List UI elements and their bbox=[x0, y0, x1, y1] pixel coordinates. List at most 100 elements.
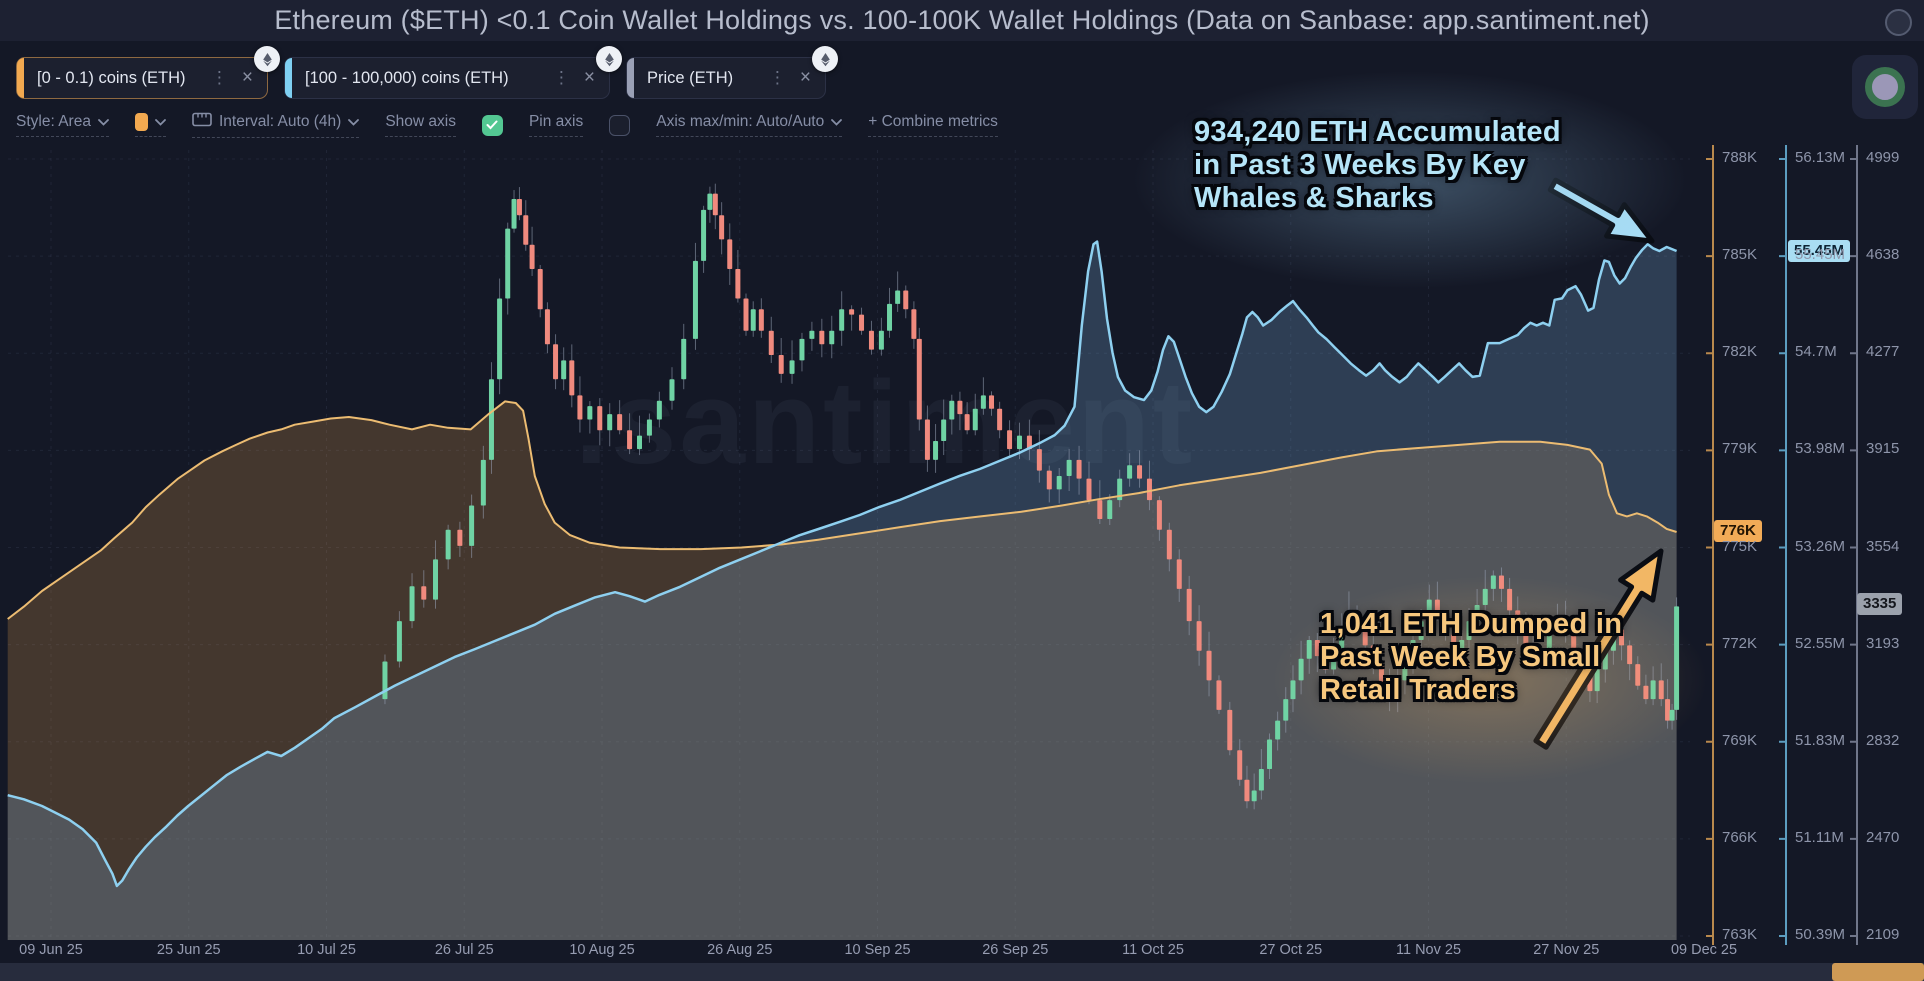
show-axis-toggle[interactable]: Show axis bbox=[385, 113, 456, 137]
axis-tick-label: 763K bbox=[1722, 926, 1758, 943]
tab-label: Price (ETH) bbox=[647, 68, 734, 87]
metric-tabs: [0 - 0.1) coins (ETH) ⋮ × [100 - 100,000… bbox=[16, 46, 838, 99]
tab-accent-bar bbox=[17, 58, 24, 98]
annotation-line: Retail Traders bbox=[1320, 674, 1517, 706]
interval-label: Interval: Auto (4h) bbox=[218, 113, 342, 130]
series-color-swatch bbox=[134, 113, 148, 131]
annotation-line: in Past 3 Weeks By Key bbox=[1194, 149, 1526, 181]
ruler-icon bbox=[192, 112, 212, 132]
combine-metrics-button[interactable]: + Combine metrics bbox=[868, 113, 998, 137]
axis-tick-label: 785K bbox=[1722, 246, 1758, 264]
tab-metric-0-0.1-coins[interactable]: [0 - 0.1) coins (ETH) ⋮ × bbox=[16, 46, 280, 99]
color-swatch-selector[interactable] bbox=[134, 113, 166, 137]
annotation-line: 934,240 ETH Accumulated bbox=[1194, 116, 1561, 148]
axis-tick-label: 769K bbox=[1722, 731, 1758, 749]
user-avatar-button[interactable] bbox=[1852, 55, 1918, 119]
combine-metrics-label: + Combine metrics bbox=[868, 113, 998, 130]
axis-tick-label: 50.39M bbox=[1795, 926, 1846, 943]
current-value-badge-price: 3335 bbox=[1857, 593, 1903, 615]
axis-tick-label: 51.11M bbox=[1795, 828, 1844, 846]
chevron-down-icon bbox=[348, 118, 360, 126]
tab-accent-bar bbox=[285, 58, 292, 98]
close-icon[interactable]: × bbox=[799, 67, 811, 88]
date-tick-label: 11 Nov 25 bbox=[1395, 942, 1462, 958]
date-tick-label: 10 Sep 25 bbox=[844, 942, 911, 958]
axis-tick-label: 788K bbox=[1722, 149, 1758, 166]
date-tick-label: 10 Jul 25 bbox=[297, 942, 356, 958]
axis-tick-label: 779K bbox=[1722, 440, 1758, 458]
date-tick-label: 26 Jul 25 bbox=[434, 942, 494, 958]
page-title: Ethereum ($ETH) <0.1 Coin Wallet Holding… bbox=[274, 5, 1650, 35]
scrollbar-handle[interactable] bbox=[1832, 963, 1924, 981]
axis-tick-label: 3554 bbox=[1866, 537, 1900, 555]
annotation-arrow-icon bbox=[1533, 548, 1664, 750]
gridlines bbox=[8, 150, 1690, 940]
series-line bbox=[7, 400, 1677, 620]
annotation-arrow-icon bbox=[1547, 177, 1655, 244]
tab-label: [0 - 0.1) coins (ETH) bbox=[37, 68, 186, 87]
close-icon[interactable]: × bbox=[583, 67, 595, 88]
pin-axis-checkbox[interactable] bbox=[609, 114, 631, 136]
date-tick-label: 25 Jun 25 bbox=[156, 942, 221, 958]
date-tick-label: 09 Dec 25 bbox=[1670, 942, 1738, 958]
pin-axis-toggle[interactable]: Pin axis bbox=[528, 113, 584, 137]
tab-accent-bar bbox=[627, 58, 634, 98]
axis-tick-label: 3193 bbox=[1866, 634, 1900, 652]
chevron-down-icon bbox=[831, 118, 843, 126]
style-label: Style: Area bbox=[16, 113, 91, 130]
header-avatar[interactable] bbox=[1885, 9, 1912, 36]
area-fill bbox=[7, 401, 1677, 940]
interval-selector[interactable]: Interval: Auto (4h) bbox=[191, 112, 360, 138]
chevron-down-icon bbox=[98, 118, 109, 126]
axis-tick-label: 4277 bbox=[1866, 343, 1900, 361]
eth-logo-icon bbox=[254, 46, 280, 72]
current-value-badge-holdings-small: 776K bbox=[1714, 520, 1762, 542]
annotation-line: 1,041 ETH Dumped in bbox=[1320, 608, 1623, 640]
axis-tick-label: 54.7M bbox=[1795, 343, 1837, 361]
annotation-accumulated: 934,240 ETH Accumulated in Past 3 Weeks … bbox=[1194, 116, 1561, 215]
candlestick-series bbox=[382, 183, 1680, 810]
axis-tick-label: 4999 bbox=[1866, 149, 1900, 166]
tab-metric-price-eth[interactable]: Price (ETH) ⋮ × bbox=[626, 46, 838, 99]
series-line bbox=[7, 240, 1678, 888]
tab-metric-100-100k-coins[interactable]: [100 - 100,000) coins (ETH) ⋮ × bbox=[284, 46, 622, 99]
show-axis-label: Show axis bbox=[385, 113, 456, 130]
axis-maxmin-label: Axis max/min: Auto/Auto bbox=[656, 113, 825, 130]
date-tick-label: 11 Oct 25 bbox=[1122, 942, 1184, 958]
kebab-menu-icon[interactable]: ⋮ bbox=[210, 68, 228, 87]
annotation-line: Whales & Sharks bbox=[1194, 182, 1434, 214]
date-tick-label: 10 Aug 25 bbox=[569, 942, 635, 958]
axis-tick-label: 2832 bbox=[1866, 731, 1900, 749]
annotation-dumped: 1,041 ETH Dumped in Past Week By Small R… bbox=[1320, 608, 1622, 707]
axis-tick-label: 2109 bbox=[1866, 926, 1900, 943]
area-fill bbox=[7, 241, 1677, 941]
axis-tick-label: 52.55M bbox=[1795, 634, 1846, 652]
axis-tick-label: 766K bbox=[1722, 828, 1758, 846]
axis-tick-label: 775K bbox=[1722, 537, 1758, 555]
style-selector[interactable]: Style: Area bbox=[16, 113, 109, 137]
chart-toolbar: Style: Area Interval: Auto (4h) Show axi… bbox=[16, 112, 998, 138]
axis-tick-label: 53.26M bbox=[1795, 537, 1846, 555]
date-tick-label: 09 Jun 25 bbox=[19, 942, 83, 958]
show-axis-checkbox[interactable] bbox=[481, 114, 503, 136]
axis-tick-label: 3915 bbox=[1866, 440, 1900, 458]
close-icon[interactable]: × bbox=[241, 67, 253, 88]
avatar-orb-icon bbox=[1865, 67, 1905, 107]
axis-tick-label: 55.45M bbox=[1795, 246, 1846, 264]
tab-label: [100 - 100,000) coins (ETH) bbox=[305, 68, 509, 87]
kebab-menu-icon[interactable]: ⋮ bbox=[552, 68, 570, 87]
title-bar: Ethereum ($ETH) <0.1 Coin Wallet Holding… bbox=[0, 0, 1924, 41]
axis-tick-label: 51.83M bbox=[1795, 731, 1846, 749]
timeline-scrollbar[interactable] bbox=[0, 963, 1924, 981]
kebab-menu-icon[interactable]: ⋮ bbox=[768, 68, 786, 87]
axis-tick-label: 772K bbox=[1722, 634, 1758, 652]
axis-maxmin-selector[interactable]: Axis max/min: Auto/Auto bbox=[656, 113, 843, 137]
pin-axis-label: Pin axis bbox=[528, 113, 584, 130]
axis-tick-label: 2470 bbox=[1866, 828, 1900, 846]
current-value-badge-holdings-large: 55.45M bbox=[1788, 240, 1851, 262]
eth-logo-icon bbox=[812, 46, 838, 72]
date-tick-label: 27 Nov 25 bbox=[1533, 942, 1600, 958]
